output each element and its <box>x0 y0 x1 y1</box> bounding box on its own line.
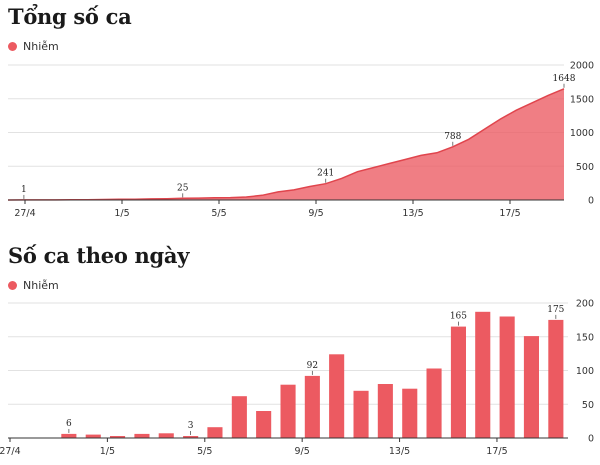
bar <box>402 388 418 438</box>
chart-title: Số ca theo ngày <box>8 243 190 268</box>
bar <box>426 368 442 438</box>
bar <box>377 384 393 438</box>
data-label: 1 <box>21 185 27 195</box>
bar <box>548 319 564 438</box>
data-label: 175 <box>547 305 564 315</box>
bar <box>183 436 199 438</box>
y-tick-label: 500 <box>576 162 594 173</box>
bar <box>280 384 296 438</box>
chart-title: Tổng số ca <box>8 4 132 29</box>
bar <box>450 326 466 438</box>
data-label: 788 <box>444 132 461 142</box>
bar <box>256 411 272 438</box>
bar <box>207 427 223 438</box>
legend: Nhiễm <box>8 40 59 53</box>
bar <box>110 436 126 438</box>
x-tick-label: 1/5 <box>114 208 129 219</box>
bar <box>304 375 320 438</box>
bar <box>158 433 174 438</box>
x-tick-label: 17/5 <box>486 446 507 457</box>
bar <box>134 433 150 438</box>
area-chart: 0 500 1000 1500 2000 27/4 1/5 5/5 9/5 13/5 17/5 1 25… <box>7 61 594 219</box>
bar <box>499 316 515 438</box>
bar <box>329 354 345 438</box>
y-tick-label: 200 <box>576 299 594 310</box>
y-tick-label: 2000 <box>570 61 594 72</box>
bar <box>85 434 101 438</box>
bar <box>353 390 369 439</box>
legend-label: Nhiễm <box>23 279 59 292</box>
x-tick-label: 5/5 <box>197 446 212 457</box>
x-tick-label: 27/4 <box>14 208 35 219</box>
x-tick-label: 1/5 <box>100 446 115 457</box>
x-tick-label: 13/5 <box>402 208 423 219</box>
x-tick-label: 17/5 <box>499 208 520 219</box>
data-label: 241 <box>317 169 334 179</box>
y-tick-label: 1000 <box>570 128 594 139</box>
data-label: 1648 <box>553 74 576 84</box>
bar <box>231 396 247 438</box>
data-label: 3 <box>188 421 194 431</box>
x-tick-label: 27/4 <box>0 446 21 457</box>
legend: Nhiễm <box>8 279 59 292</box>
y-tick-label: 50 <box>582 400 594 411</box>
data-label: 92 <box>307 361 318 371</box>
x-tick-label: 5/5 <box>211 208 226 219</box>
legend-swatch <box>8 281 17 290</box>
y-tick-label: 150 <box>576 332 594 343</box>
data-label: 165 <box>450 312 467 322</box>
y-tick-label: 1500 <box>570 94 594 105</box>
x-tick-label: 9/5 <box>295 446 310 457</box>
y-tick-label: 0 <box>588 196 594 207</box>
x-tick-label: 13/5 <box>389 446 410 457</box>
legend-swatch <box>8 42 17 51</box>
data-label: 6 <box>66 419 72 429</box>
bar <box>523 336 539 438</box>
legend-label: Nhiễm <box>23 40 59 53</box>
bar <box>475 311 491 438</box>
bar <box>61 433 77 438</box>
x-tick-label: 9/5 <box>308 208 323 219</box>
y-tick-label: 0 <box>588 434 594 445</box>
data-label: 25 <box>177 183 189 193</box>
area-fill <box>8 88 564 200</box>
y-tick-label: 100 <box>576 366 594 377</box>
bar-chart: 0 50 100 150 200 27/4 1/5 5/5 9/5 13/5 17/5 6 3 92 165… <box>0 299 594 458</box>
